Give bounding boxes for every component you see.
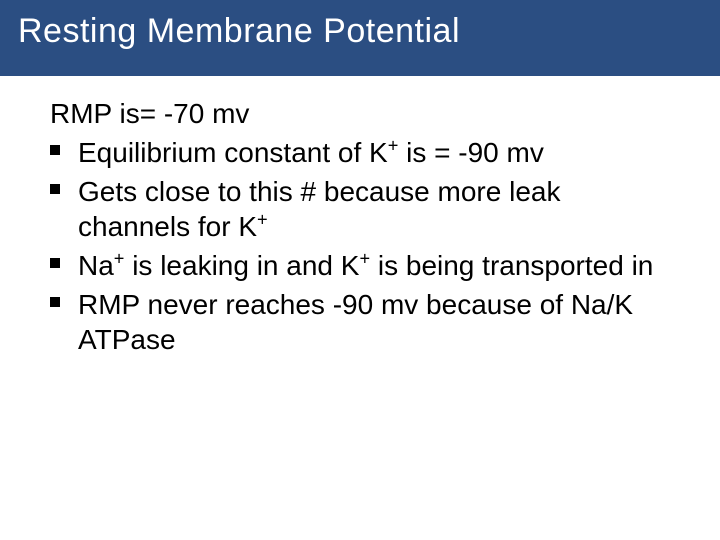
bullet-item: Equilibrium constant of K+ is = -90 mv: [50, 135, 670, 170]
square-bullet-icon: [50, 258, 60, 268]
slide: Resting Membrane Potential RMP is= -70 m…: [0, 0, 720, 540]
bullet-item: Na+ is leaking in and K+ is being transp…: [50, 248, 670, 283]
bullet-item: RMP never reaches -90 mv because of Na/K…: [50, 287, 670, 357]
square-bullet-icon: [50, 184, 60, 194]
bullet-text: Equilibrium constant of K+ is = -90 mv: [78, 137, 544, 168]
title-bar: Resting Membrane Potential: [0, 0, 720, 76]
bullet-text: RMP never reaches -90 mv because of Na/K…: [78, 289, 633, 355]
bullet-list: Equilibrium constant of K+ is = -90 mv Ge…: [50, 135, 670, 357]
square-bullet-icon: [50, 297, 60, 307]
bullet-text: Na+ is leaking in and K+ is being transp…: [78, 250, 653, 281]
square-bullet-icon: [50, 145, 60, 155]
slide-content: RMP is= -70 mv Equilibrium constant of K…: [0, 76, 720, 357]
bullet-text: Gets close to this # because more leak c…: [78, 176, 560, 242]
slide-title: Resting Membrane Potential: [18, 12, 702, 51]
bullet-item: Gets close to this # because more leak c…: [50, 174, 670, 244]
lead-text: RMP is= -70 mv: [50, 96, 670, 131]
